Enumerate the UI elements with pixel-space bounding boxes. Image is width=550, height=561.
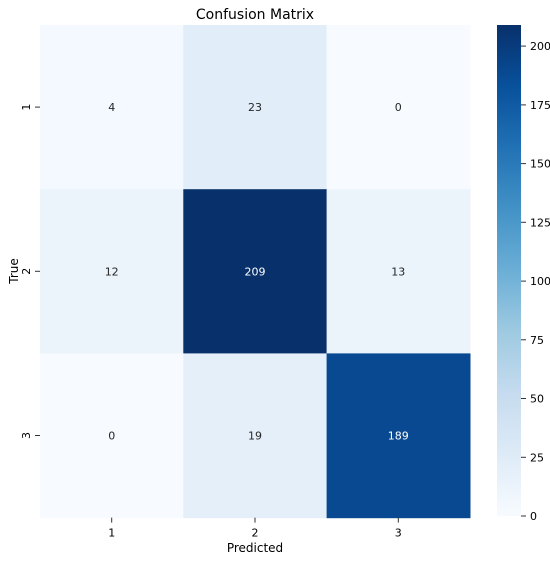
colorbar-tick-label: 125 — [530, 216, 550, 229]
y-axis-label: True — [7, 258, 21, 285]
cell-value-label: 0 — [108, 430, 115, 443]
heatmap-cell — [326, 189, 471, 354]
cell-value-label: 0 — [395, 101, 402, 114]
colorbar-gradient — [497, 25, 521, 516]
y-tick-label: 2 — [20, 268, 33, 275]
colorbar-tick-label: 175 — [530, 99, 550, 112]
heatmap-cells: 4 23 0 12 209 13 0 19 189 — [40, 25, 471, 519]
x-tick-label: 3 — [395, 527, 402, 540]
heatmap-cell — [326, 25, 471, 190]
heatmap-cell — [183, 353, 328, 519]
heatmap-cell — [40, 25, 184, 190]
cell-value-label: 189 — [388, 430, 409, 443]
x-axis-ticks: 1 2 3 — [108, 517, 402, 540]
colorbar-tick-label: 150 — [530, 158, 550, 171]
cell-value-label: 23 — [248, 101, 262, 114]
heatmap-cell — [183, 189, 328, 354]
colorbar-tick-label: 25 — [530, 451, 544, 464]
x-tick-label: 1 — [108, 527, 115, 540]
heatmap-cell — [326, 353, 471, 519]
colorbar-tick-label: 75 — [530, 334, 544, 347]
chart-title: Confusion Matrix — [196, 7, 314, 23]
heatmap-cell — [183, 25, 328, 190]
heatmap-cell — [40, 189, 184, 354]
cell-value-label: 13 — [391, 265, 405, 278]
cell-value-label: 19 — [248, 430, 262, 443]
x-tick-label: 2 — [252, 527, 259, 540]
y-tick-label: 1 — [20, 104, 33, 111]
cell-value-label: 4 — [108, 101, 115, 114]
y-tick-label: 3 — [20, 432, 33, 439]
colorbar-tick-label: 50 — [530, 393, 544, 406]
colorbar: 0 25 50 75 100 125 150 175 200 — [497, 25, 550, 523]
heatmap-cell — [40, 353, 184, 519]
colorbar-tick-label: 0 — [530, 510, 537, 523]
y-axis-ticks: 1 2 3 — [20, 104, 40, 439]
cell-value-label: 209 — [245, 265, 266, 278]
x-axis-label: Predicted — [227, 541, 283, 555]
cell-value-label: 12 — [105, 265, 119, 278]
colorbar-tick-label: 100 — [530, 275, 550, 288]
colorbar-tick-label: 200 — [530, 40, 550, 53]
